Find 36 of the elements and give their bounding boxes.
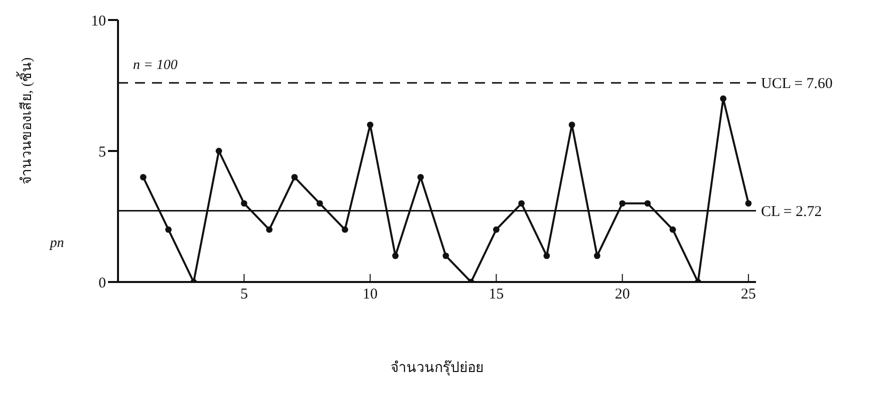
point	[670, 226, 676, 233]
point	[568, 122, 576, 128]
point	[216, 148, 222, 154]
x-tick-label: 25	[740, 286, 756, 303]
point	[720, 95, 726, 102]
point	[518, 200, 525, 207]
x-tick-label: 5	[240, 286, 248, 303]
point	[366, 122, 374, 128]
y-tick-label: 5	[98, 144, 106, 160]
point	[417, 174, 424, 180]
ref-line-label: UCL = 7.60	[761, 76, 833, 92]
x-tick-label: 15	[488, 286, 504, 303]
point	[619, 200, 626, 207]
text: pn	[50, 236, 64, 252]
point	[140, 174, 146, 180]
point	[342, 226, 348, 233]
y-axis-title: จำนวนของเสีย, (ชิ้น)	[16, 57, 35, 185]
point	[493, 226, 500, 233]
ref-line-label: CL = 2.72	[761, 204, 822, 220]
point	[266, 226, 273, 233]
point	[543, 252, 550, 259]
point	[644, 200, 651, 207]
x-tick-label: 20	[614, 286, 630, 303]
x-axis-title: จำนวนกรุ๊ปย่อย	[390, 360, 484, 376]
point	[240, 200, 248, 207]
y-tick-label: 10	[91, 13, 106, 30]
point	[442, 252, 450, 259]
point	[745, 200, 752, 207]
x-tick-label: 10	[362, 286, 378, 303]
y-tick-label: 0	[98, 275, 106, 292]
point	[392, 252, 399, 259]
point	[316, 200, 323, 207]
point	[165, 226, 172, 233]
annotation: n = 100	[133, 58, 178, 74]
point	[594, 252, 600, 259]
point	[291, 174, 298, 180]
